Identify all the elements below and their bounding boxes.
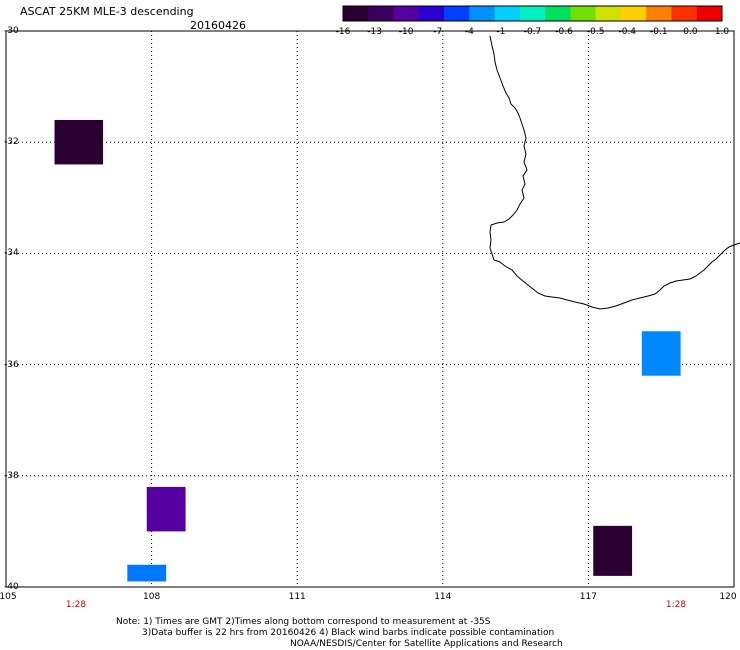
wind-cell bbox=[593, 525, 633, 576]
latitude-tick-label: -34 bbox=[4, 248, 19, 259]
colorbar-tick-label: -13 bbox=[367, 27, 382, 37]
colorbar-swatch bbox=[494, 6, 521, 21]
longitude-tick-label: 117 bbox=[579, 592, 597, 602]
colorbar-swatch bbox=[570, 6, 597, 21]
map-date: 20160426 bbox=[190, 19, 246, 32]
note-line-3: NOAA/NESDIS/Center for Satellite Applica… bbox=[290, 639, 563, 649]
colorbar-swatch bbox=[671, 6, 698, 21]
colorbar-swatch bbox=[595, 6, 622, 21]
wind-cell bbox=[127, 564, 167, 582]
longitude-tick-label: 105 bbox=[0, 592, 17, 602]
time-label-right: 1:28 bbox=[665, 600, 687, 610]
colorbar-tick-label: -0.1 bbox=[650, 27, 668, 37]
wind-cells bbox=[54, 119, 681, 582]
colorbar-frame bbox=[342, 5, 723, 22]
latitude-tick-label: -36 bbox=[4, 359, 19, 370]
colorbar-tick-label: -0.7 bbox=[523, 27, 542, 37]
coastline bbox=[489, 35, 740, 310]
colorbar-tick-label: 0.0 bbox=[683, 27, 698, 37]
latitude-tick-label: -38 bbox=[4, 470, 19, 481]
longitude-tick-label: 120 bbox=[719, 592, 737, 602]
colorbar-tick-label: -0.6 bbox=[555, 27, 573, 37]
longitude-tick-label: 108 bbox=[143, 592, 161, 602]
wind-cell bbox=[54, 119, 104, 165]
colorbar-swatch bbox=[444, 6, 470, 21]
colorbar-swatch bbox=[519, 6, 546, 21]
colorbar-tick-label: -4 bbox=[464, 27, 474, 37]
longitude-tick-label: 111 bbox=[288, 592, 306, 602]
note-line-1: Note: 1) Times are GMT 2)Times along bot… bbox=[116, 617, 491, 627]
graticule bbox=[5, 30, 735, 588]
colorbar-swatch bbox=[368, 6, 395, 21]
colorbar-tick-label: -10 bbox=[398, 27, 414, 37]
colorbar-tick-label: -0.4 bbox=[618, 27, 637, 37]
wind-cell bbox=[146, 486, 186, 532]
colorbar-swatch bbox=[545, 6, 571, 21]
longitude-tick-label: 114 bbox=[434, 592, 452, 602]
colorbar-tick-label: -0.5 bbox=[586, 27, 605, 37]
colorbar-swatch bbox=[393, 6, 420, 21]
colorbar-swatch bbox=[418, 6, 445, 21]
colorbar-tick-label: 1.0 bbox=[714, 27, 730, 37]
colorbar-swatch bbox=[620, 6, 647, 21]
latitude-tick-label: -32 bbox=[4, 137, 19, 148]
colorbar-swatch bbox=[646, 6, 672, 21]
wind-cell bbox=[641, 331, 681, 376]
latitude-tick-label: -40 bbox=[4, 582, 19, 592]
colorbar-swatch bbox=[469, 6, 496, 21]
colorbar-tick-label: -1 bbox=[496, 27, 506, 37]
colorbar bbox=[342, 5, 723, 22]
colorbar-swatch bbox=[343, 6, 369, 21]
map-title: ASCAT 25KM MLE-3 descending bbox=[20, 5, 194, 18]
note-line-2: 3)Data buffer is 22 hrs from 20160426 4)… bbox=[142, 628, 555, 638]
plot-frame bbox=[5, 30, 735, 588]
colorbar-swatch bbox=[696, 6, 723, 21]
time-label-left: 1:28 bbox=[65, 600, 87, 610]
latitude-tick-label: -30 bbox=[4, 26, 19, 36]
colorbar-tick-label: -16 bbox=[335, 27, 351, 37]
colorbar-tick-label: -7 bbox=[433, 27, 443, 37]
